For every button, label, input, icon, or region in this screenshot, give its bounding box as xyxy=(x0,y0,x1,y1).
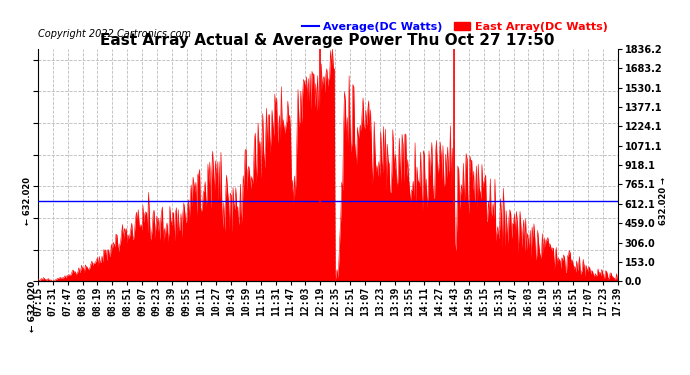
Text: Copyright 2022 Cartronics.com: Copyright 2022 Cartronics.com xyxy=(38,30,191,39)
Text: ← 632.020: ← 632.020 xyxy=(28,281,37,333)
Title: East Array Actual & Average Power Thu Oct 27 17:50: East Array Actual & Average Power Thu Oc… xyxy=(101,33,555,48)
Text: 632.020 →: 632.020 → xyxy=(659,177,668,225)
Legend: Average(DC Watts), East Array(DC Watts): Average(DC Watts), East Array(DC Watts) xyxy=(297,17,612,36)
Text: ← 632.020: ← 632.020 xyxy=(23,177,32,225)
